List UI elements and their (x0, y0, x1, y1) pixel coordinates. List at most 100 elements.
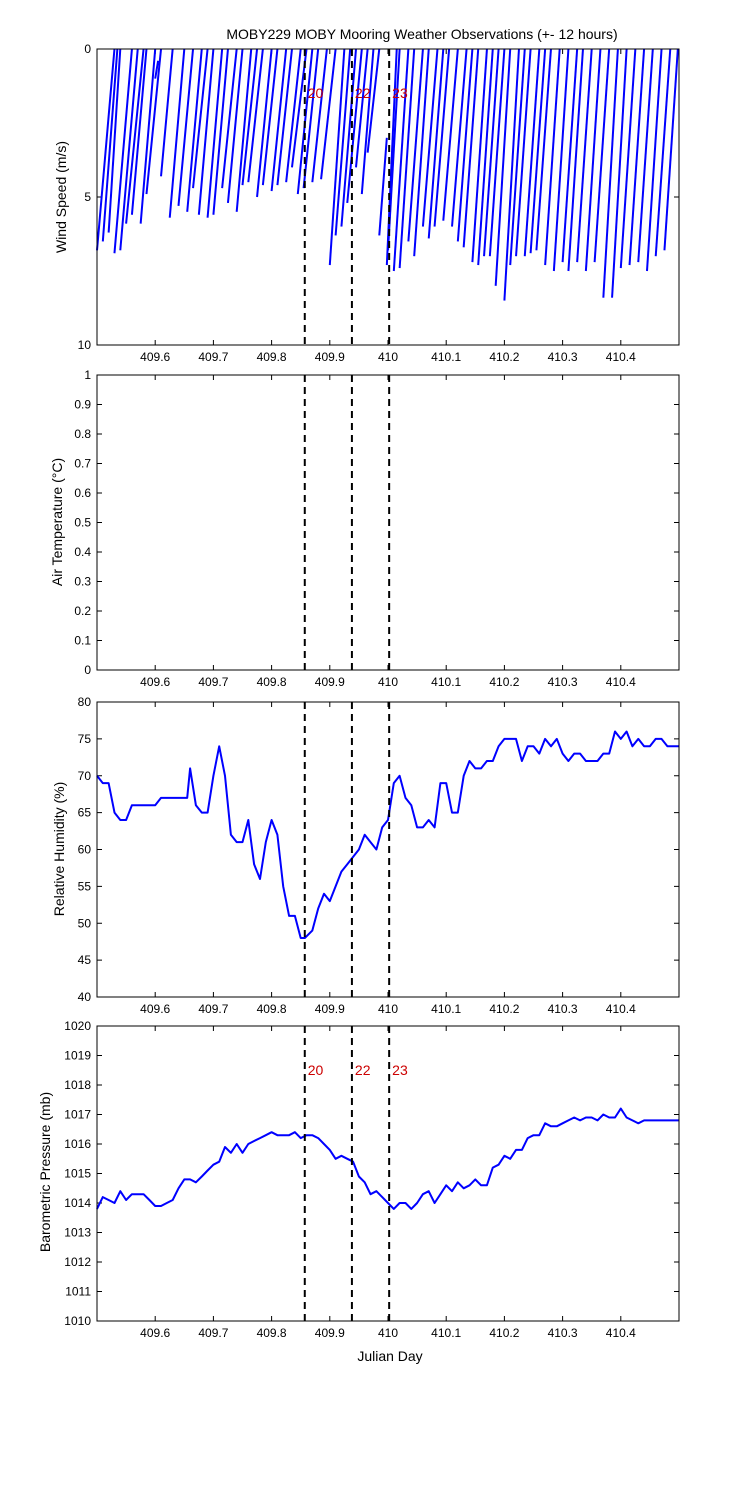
wind-vector-stick (145, 48, 163, 195)
wind-vector-stick (177, 48, 195, 206)
rh-xtick-label: 409.9 (315, 1002, 345, 1016)
wind-xtick-label: 410.2 (489, 350, 519, 364)
wind-vector-stick (354, 48, 369, 168)
wind-vector-stick (628, 48, 646, 266)
wind-vector-stick (483, 48, 500, 257)
wind-vector-stick (320, 48, 337, 180)
wind-vector-stick (334, 48, 352, 236)
pressure-xtick-label: 410.3 (548, 1326, 578, 1340)
rh-ytick-label: 65 (78, 806, 92, 820)
wind-vector-stick (663, 48, 679, 251)
pressure-xtick-label: 410 (378, 1326, 398, 1340)
rh-ytick-label: 55 (78, 879, 92, 893)
wind-vector-stick (241, 48, 259, 186)
event-line-label: 22 (355, 85, 371, 101)
rh-ytick-label: 70 (78, 769, 92, 783)
airtemp-xtick-label: 410.2 (489, 675, 519, 689)
rh-xtick-label: 410 (378, 1002, 398, 1016)
wind-vector-stick (567, 48, 584, 272)
wind-vector-stick (503, 48, 520, 301)
wind-vector-stick (645, 48, 663, 272)
wind-vector-stick (360, 48, 375, 195)
wind-xtick-label: 409.7 (198, 350, 228, 364)
wind-vector-stick (427, 48, 445, 239)
wind-vector-stick (494, 48, 512, 286)
pressure-ytick-label: 1011 (65, 1285, 91, 1299)
wind-vector-stick (290, 48, 308, 168)
wind-vector-stick (523, 48, 541, 257)
airtemp-xtick-label: 410.1 (431, 675, 461, 689)
wind-vector-stick (552, 48, 570, 272)
wind-vector-stick (515, 48, 532, 257)
barometric-pressure-ylabel: Barometric Pressure (mb) (37, 1092, 53, 1252)
airtemp-plot-area (97, 375, 679, 670)
pressure-ytick-label: 1010 (64, 1314, 91, 1328)
wind-vector-stick (340, 48, 357, 227)
wind-vector-stick (160, 48, 174, 177)
event-line-label: 20 (308, 1062, 324, 1078)
pressure-xtick-label: 410.4 (606, 1326, 636, 1340)
rh-ytick-label: 45 (78, 953, 92, 967)
airtemp-ytick-label: 0.1 (74, 634, 91, 648)
wind-vector-stick (113, 48, 133, 254)
wind-vector-stick (611, 48, 628, 298)
rh-ytick-label: 80 (78, 695, 92, 709)
wind-vector-stick (456, 48, 474, 242)
airtemp-xtick-label: 409.9 (315, 675, 345, 689)
airtemp-xtick-label: 410.3 (548, 675, 578, 689)
wind-xtick-label: 410.4 (606, 350, 636, 364)
wind-vector-stick (561, 48, 579, 263)
event-line-label: 22 (355, 1062, 371, 1078)
airtemp-ytick-label: 0.6 (74, 486, 91, 500)
wind-vector-stick (442, 48, 459, 221)
wind-vector-stick (212, 48, 229, 215)
rh-ytick-label: 50 (78, 916, 92, 930)
wind-axes-frame (96, 48, 680, 346)
wind-vector-stick (221, 48, 238, 189)
wind-vector-stick (261, 48, 279, 186)
wind-vector-stick (154, 60, 160, 79)
wind-xtick-label: 410.3 (548, 350, 578, 364)
pressure-ytick-label: 1017 (64, 1108, 91, 1122)
rh-xtick-label: 410.2 (489, 1002, 519, 1016)
wind-vector-stick (226, 48, 244, 204)
wind-vector-stick (462, 48, 480, 248)
airtemp-ytick-label: 0.8 (74, 427, 91, 441)
pressure-ytick-label: 1016 (64, 1137, 91, 1151)
wind-vector-stick (311, 48, 328, 183)
airtemp-ytick-label: 0.4 (74, 545, 91, 559)
airtemp-xtick-label: 410.4 (606, 675, 636, 689)
wind-vector-stick (285, 48, 302, 183)
airtemp-ytick-label: 0.7 (74, 457, 91, 471)
rh-xtick-label: 410.3 (548, 1002, 578, 1016)
wind-vector-stick (256, 48, 273, 198)
wind-xtick-label: 409.9 (315, 350, 345, 364)
airtemp-xtick-label: 409.6 (140, 675, 170, 689)
rh-xtick-label: 409.7 (198, 1002, 228, 1016)
rh-xtick-label: 410.1 (431, 1002, 461, 1016)
wind-vector-stick (398, 48, 416, 269)
relative-humidity-ylabel: Relative Humidity (%) (51, 782, 67, 917)
pressure-xtick-label: 409.9 (315, 1326, 345, 1340)
wind-vector-stick (96, 48, 116, 251)
wind-vector-stick (276, 48, 293, 186)
wind-vector-stick (477, 48, 494, 266)
pressure-plot-area (97, 1026, 679, 1321)
rh-ytick-label: 40 (78, 990, 92, 1004)
rh-xtick-label: 409.6 (140, 1002, 170, 1016)
pressure-ytick-label: 1015 (64, 1167, 91, 1181)
wind-vector-stick (387, 48, 401, 251)
wind-vector-stick (197, 48, 215, 215)
wind-vector-stick (378, 137, 388, 236)
wind-vector-stick (602, 48, 619, 298)
barometric-pressure-panel: Barometric Pressure (mb) 409.6 409.7 409.8… (37, 1019, 680, 1340)
event-line-label: 23 (392, 1062, 408, 1078)
pressure-xtick-label: 409.6 (140, 1326, 170, 1340)
airtemp-xtick-label: 409.8 (257, 675, 287, 689)
wind-vector-stick (433, 48, 451, 227)
wind-vector-stick (139, 48, 157, 224)
rh-plot-area (97, 702, 679, 997)
wind-ytick-label: 10 (78, 338, 92, 352)
wind-vector-stick (130, 48, 148, 215)
wind-vector-stick (192, 48, 209, 189)
